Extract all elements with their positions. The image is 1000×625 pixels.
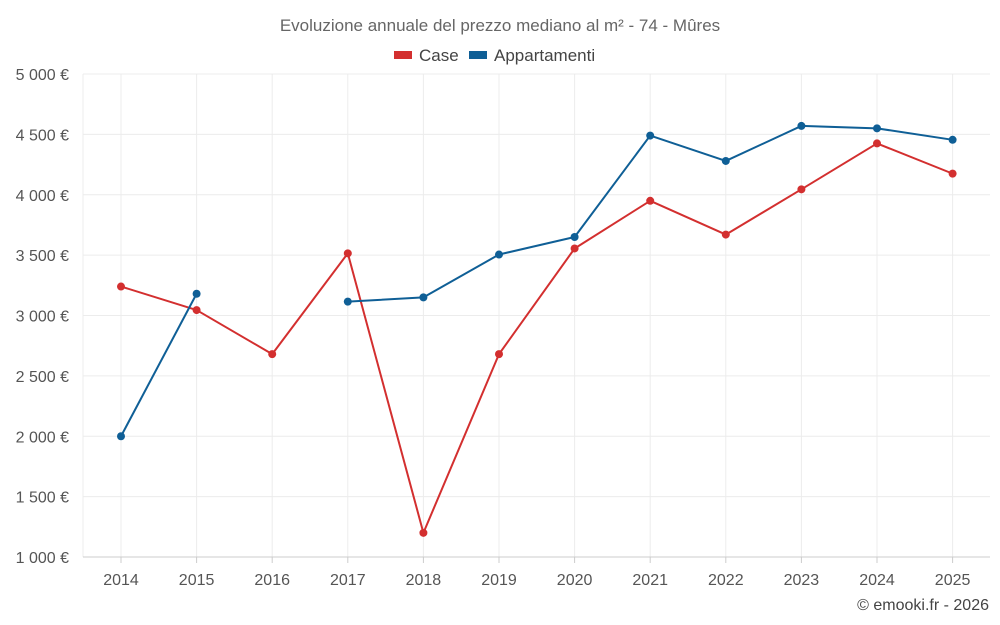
y-tick-label: 4 500 € xyxy=(16,127,69,144)
x-tick-label: 2025 xyxy=(935,572,971,589)
data-point-case[interactable] xyxy=(948,169,957,178)
data-point-appartamenti[interactable] xyxy=(343,297,352,306)
data-point-case[interactable] xyxy=(268,350,277,359)
series-case xyxy=(117,139,957,537)
data-point-appartamenti[interactable] xyxy=(646,131,655,140)
x-axis-ticks: 2014 2015 2016 2017 2018 2019 2020 2021 2022 2023… xyxy=(103,572,970,589)
chart-title: Evoluzione annuale del prezzo mediano al… xyxy=(280,16,720,35)
y-tick-label: 4 000 € xyxy=(16,188,69,205)
y-tick-label: 2 500 € xyxy=(16,369,69,386)
data-point-case[interactable] xyxy=(797,185,806,194)
x-tick-label: 2022 xyxy=(708,572,744,589)
data-point-appartamenti[interactable] xyxy=(495,250,503,259)
legend-swatch-appartamenti[interactable] xyxy=(469,51,487,59)
series xyxy=(117,121,957,537)
data-point-appartamenti[interactable] xyxy=(192,289,201,298)
x-tick-label: 2014 xyxy=(103,572,139,589)
data-point-appartamenti[interactable] xyxy=(797,121,806,130)
y-tick-label: 3 000 € xyxy=(16,309,69,326)
data-point-appartamenti[interactable] xyxy=(419,293,428,302)
x-tick-label: 2015 xyxy=(179,572,215,589)
data-point-case[interactable] xyxy=(419,528,428,537)
data-point-appartamenti[interactable] xyxy=(948,135,957,144)
x-tick-label: 2021 xyxy=(632,572,668,589)
y-tick-label: 5 000 € xyxy=(16,67,69,84)
data-point-case[interactable] xyxy=(646,196,655,205)
data-point-case[interactable] xyxy=(495,350,503,359)
x-tick-label: 2017 xyxy=(330,572,366,589)
x-tick-label: 2023 xyxy=(784,572,820,589)
data-point-case[interactable] xyxy=(343,249,352,258)
y-tick-label: 1 000 € xyxy=(16,550,69,567)
axes xyxy=(83,556,990,563)
y-axis-ticks: 1 000 € 1 500 € 2 000 € 2 500 € 3 000 € 3 500… xyxy=(16,67,69,567)
legend-swatch-case[interactable] xyxy=(394,51,412,59)
series-line-appartamenti xyxy=(120,293,198,437)
data-point-case[interactable] xyxy=(192,306,201,315)
credit-text: © emooki.fr - 2026 xyxy=(857,597,989,614)
data-point-case[interactable] xyxy=(570,244,579,253)
y-tick-label: 3 500 € xyxy=(16,248,69,265)
data-point-appartamenti[interactable] xyxy=(117,432,125,441)
legend-label-case[interactable]: Case xyxy=(419,46,459,65)
x-tick-label: 2016 xyxy=(254,572,290,589)
x-tick-label: 2018 xyxy=(406,572,442,589)
y-tick-label: 1 500 € xyxy=(16,490,69,507)
data-point-case[interactable] xyxy=(721,230,730,239)
chart-legend: Case Appartamenti xyxy=(394,46,595,65)
legend-label-appartamenti[interactable]: Appartamenti xyxy=(494,46,595,65)
x-tick-label: 2020 xyxy=(557,572,593,589)
data-point-appartamenti[interactable] xyxy=(873,124,881,133)
x-tick-label: 2024 xyxy=(859,572,895,589)
series-line-case xyxy=(120,142,953,534)
series-appartamenti xyxy=(117,121,957,441)
y-tick-label: 2 000 € xyxy=(16,429,69,446)
x-tick-label: 2019 xyxy=(481,572,517,589)
data-point-appartamenti[interactable] xyxy=(570,233,579,242)
data-point-appartamenti[interactable] xyxy=(721,156,730,165)
grid xyxy=(82,73,990,557)
data-point-case[interactable] xyxy=(873,139,881,148)
data-point-case[interactable] xyxy=(117,282,125,291)
